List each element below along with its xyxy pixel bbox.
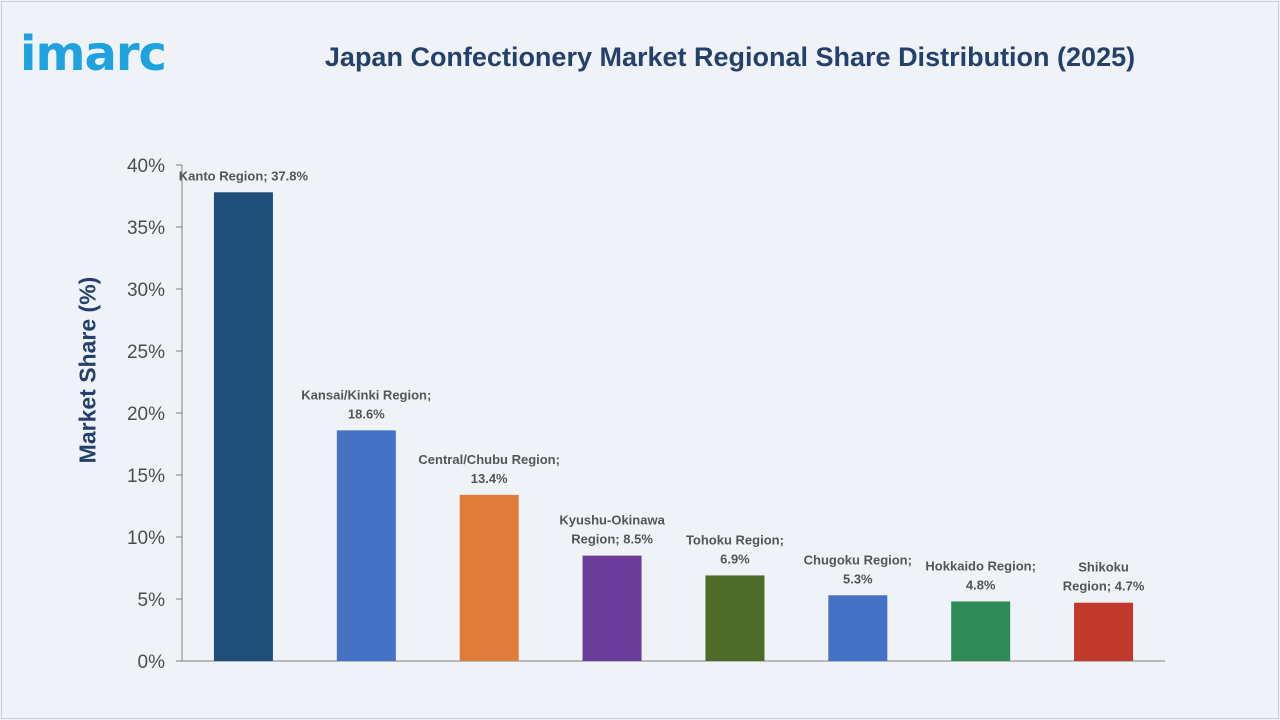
y-tick-label: 5% (138, 590, 166, 611)
y-tick-label: 20% (127, 404, 165, 425)
bar-shikoku-region (1074, 602, 1134, 661)
bar-kansai-kinki-region (336, 430, 396, 661)
data-label: Kyushu-Okinawa (559, 513, 665, 528)
bar-chugoku-region (828, 595, 888, 661)
data-label: Shikoku (1078, 560, 1129, 575)
data-label: Kanto Region; 37.8% (179, 168, 309, 183)
data-label: 6.9% (720, 551, 750, 566)
data-label: Tohoku Region; (686, 532, 784, 547)
y-tick-label: 35% (127, 218, 165, 239)
bar-hokkaido-region (951, 601, 1011, 661)
y-tick-label: 40% (127, 156, 165, 177)
data-label: Chugoku Region; (804, 552, 912, 567)
y-tick-label: 30% (127, 280, 165, 301)
data-label: 5.3% (843, 571, 873, 586)
data-label: Hokkaido Region; (925, 558, 1036, 573)
imarc-logo: imarc (20, 26, 167, 82)
chart-title: Japan Confectionery Market Regional Shar… (324, 42, 1136, 72)
bar-tohoku-region (705, 575, 765, 661)
y-tick-label: 15% (127, 466, 165, 487)
data-label: 4.8% (966, 577, 996, 592)
bar-central-chubu-region (459, 494, 519, 661)
data-label: Region; 8.5% (571, 532, 653, 547)
data-label: Region; 4.7% (1063, 579, 1145, 594)
bar-kanto-region (213, 192, 273, 661)
y-tick-label: 0% (138, 652, 166, 673)
bar-kyushu-okinawa-region (582, 555, 642, 661)
y-tick-label: 25% (127, 342, 165, 363)
data-label: 13.4% (471, 471, 508, 486)
y-tick-label: 10% (127, 528, 165, 549)
data-label: Central/Chubu Region; (418, 452, 560, 467)
data-label: Kansai/Kinki Region; (301, 387, 431, 402)
data-label: 18.6% (348, 406, 385, 421)
